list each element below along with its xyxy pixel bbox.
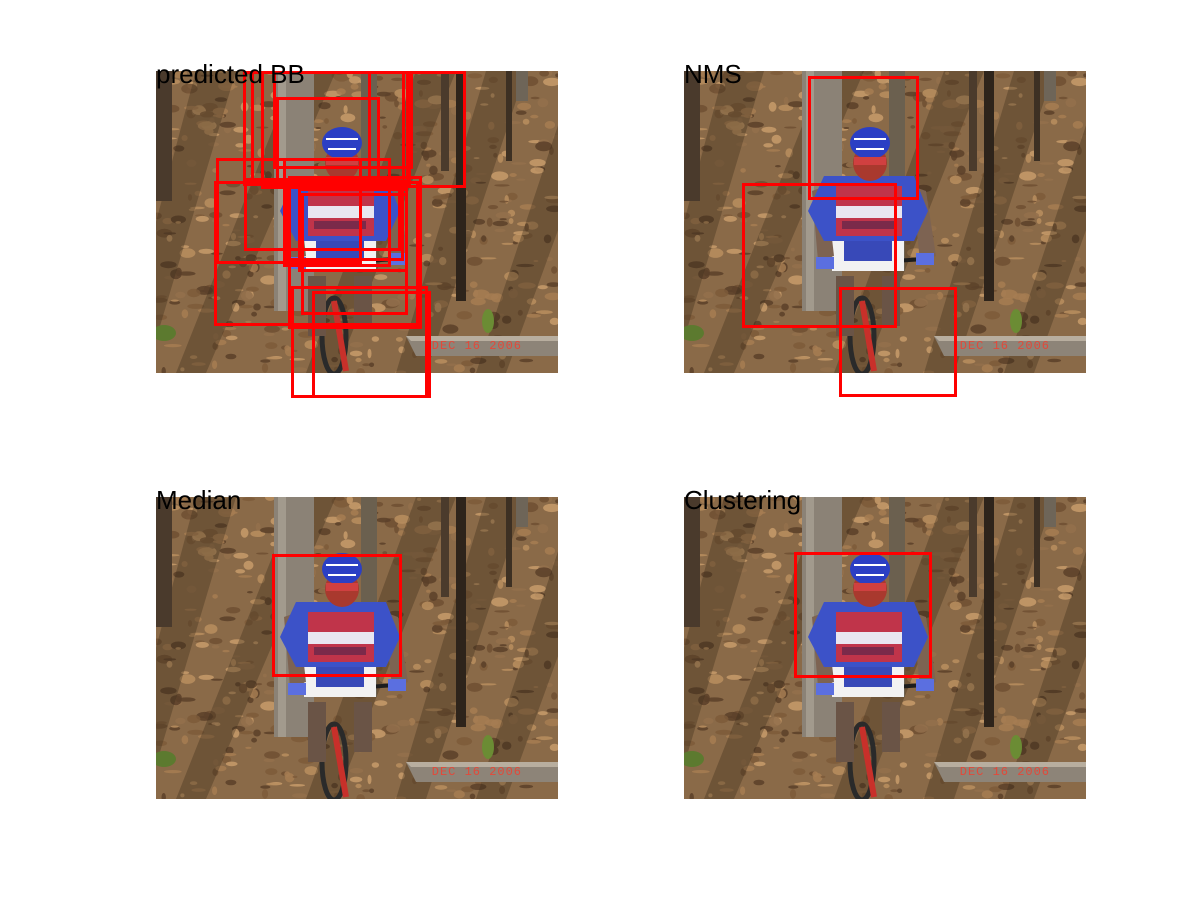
bounding-box <box>742 183 897 328</box>
panel-title: predicted BB <box>156 59 305 89</box>
panel-title: NMS <box>684 59 742 89</box>
cyclist-photo <box>156 497 558 799</box>
bounding-box <box>272 554 402 677</box>
bounding-box <box>283 158 391 267</box>
bounding-box <box>273 71 413 169</box>
panel-title: Clustering <box>684 485 802 515</box>
bounding-box <box>839 287 957 397</box>
cyclist-photo <box>684 71 1086 373</box>
bounding-box <box>214 181 419 326</box>
date-stamp: DEC 16 2006 <box>959 339 1050 353</box>
date-stamp: DEC 16 2006 <box>431 339 522 353</box>
bounding-box <box>285 183 404 261</box>
bounding-box <box>288 176 422 329</box>
bounding-box <box>244 178 401 251</box>
bounding-box <box>301 193 408 315</box>
panel-title: Median <box>156 485 242 515</box>
panel-predicted-bb: predicted BB DEC 16 2006 <box>156 59 558 398</box>
panel-clustering: Clustering DEC 16 2006 <box>684 485 1086 799</box>
panel-median: Median DEC 16 2006 <box>156 485 558 799</box>
bounding-box <box>312 291 431 398</box>
panel-nms: NMS DEC 16 2006 <box>684 59 1086 397</box>
bounding-box <box>808 76 919 200</box>
date-stamp: DEC 16 2006 <box>959 765 1050 779</box>
date-stamp: DEC 16 2006 <box>431 765 522 779</box>
bounding-box <box>794 552 932 678</box>
